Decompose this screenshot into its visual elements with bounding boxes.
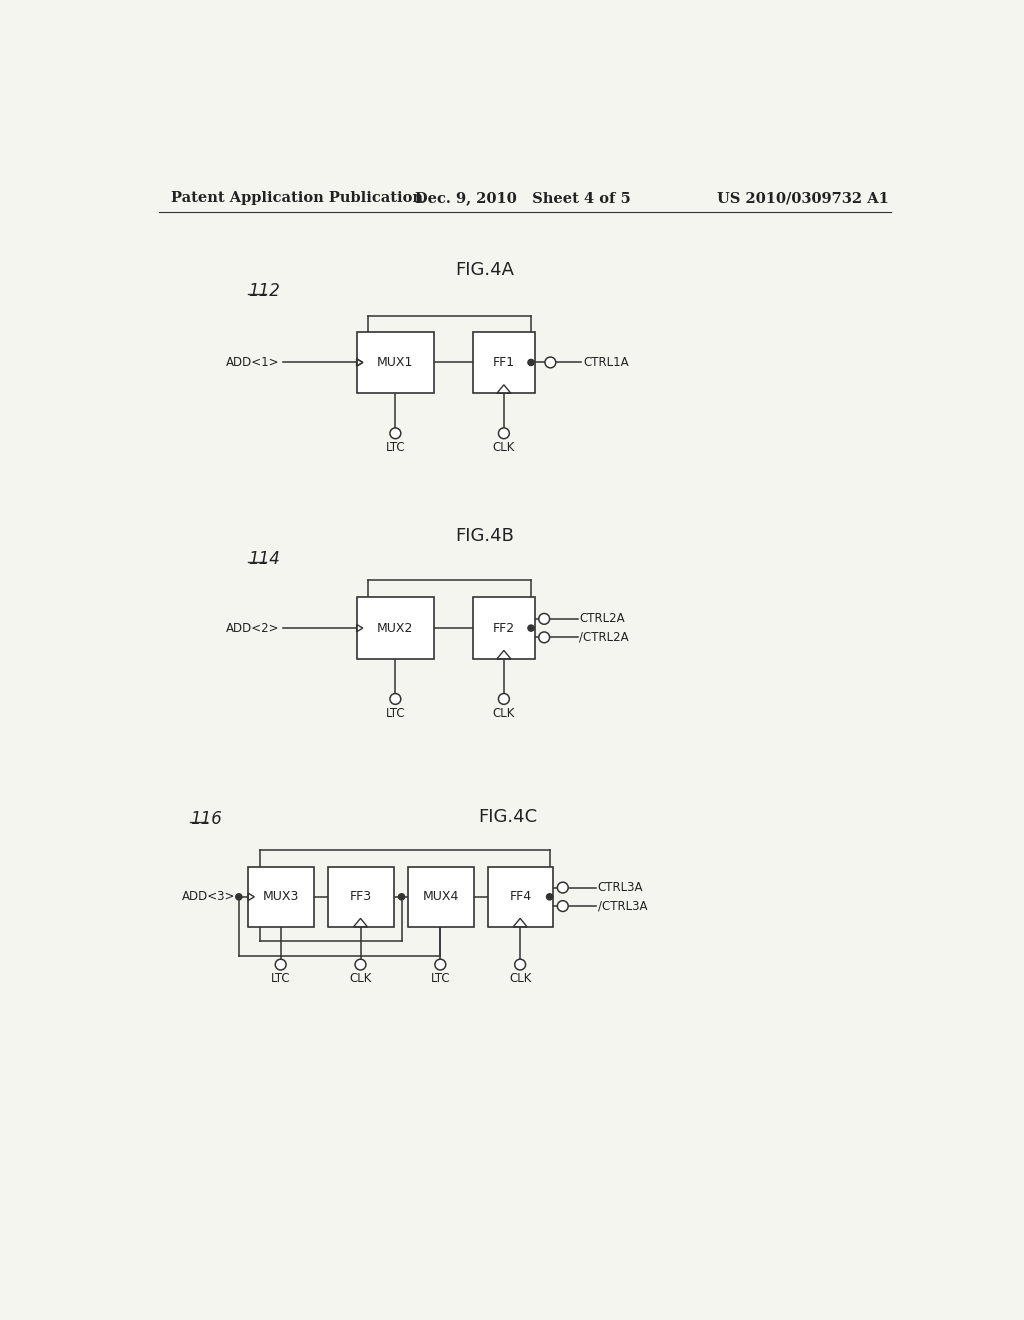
Text: FIG.4C: FIG.4C xyxy=(478,808,538,826)
Circle shape xyxy=(499,693,509,705)
Text: CLK: CLK xyxy=(493,706,515,719)
Text: CTRL3A: CTRL3A xyxy=(598,880,643,894)
Text: CLK: CLK xyxy=(493,441,515,454)
Text: CTRL1A: CTRL1A xyxy=(583,356,629,370)
Bar xyxy=(248,867,314,927)
Text: 116: 116 xyxy=(190,810,222,828)
Text: ADD<3>: ADD<3> xyxy=(181,890,234,903)
Circle shape xyxy=(539,632,550,643)
Text: ADD<1>: ADD<1> xyxy=(225,356,280,370)
Text: 112: 112 xyxy=(248,281,280,300)
Bar xyxy=(487,867,554,927)
Circle shape xyxy=(236,894,242,900)
Circle shape xyxy=(545,358,556,368)
Circle shape xyxy=(275,960,286,970)
Text: CLK: CLK xyxy=(509,973,531,985)
Text: LTC: LTC xyxy=(430,973,451,985)
Text: 114: 114 xyxy=(248,549,280,568)
Text: CTRL2A: CTRL2A xyxy=(579,612,625,626)
Text: CLK: CLK xyxy=(349,973,372,985)
Circle shape xyxy=(539,614,550,624)
Text: US 2010/0309732 A1: US 2010/0309732 A1 xyxy=(717,191,889,206)
Text: FF3: FF3 xyxy=(350,890,372,903)
Bar xyxy=(356,597,434,659)
Text: MUX2: MUX2 xyxy=(377,622,414,635)
Text: FIG.4B: FIG.4B xyxy=(455,527,514,545)
Circle shape xyxy=(390,428,400,438)
Text: LTC: LTC xyxy=(386,441,406,454)
Circle shape xyxy=(557,882,568,892)
Circle shape xyxy=(528,626,535,631)
Text: MUX1: MUX1 xyxy=(377,356,414,370)
Circle shape xyxy=(398,894,404,900)
Text: FF4: FF4 xyxy=(510,890,531,903)
Circle shape xyxy=(390,693,400,705)
Text: /CTRL3A: /CTRL3A xyxy=(598,899,647,912)
Circle shape xyxy=(557,900,568,911)
Circle shape xyxy=(435,960,445,970)
Text: /CTRL2A: /CTRL2A xyxy=(579,631,629,644)
Text: FIG.4A: FIG.4A xyxy=(455,261,514,279)
Circle shape xyxy=(515,960,525,970)
Text: MUX3: MUX3 xyxy=(263,890,299,903)
Circle shape xyxy=(499,428,509,438)
Text: Dec. 9, 2010   Sheet 4 of 5: Dec. 9, 2010 Sheet 4 of 5 xyxy=(415,191,631,206)
Bar xyxy=(473,597,535,659)
Bar xyxy=(408,867,474,927)
Text: LTC: LTC xyxy=(271,973,291,985)
Circle shape xyxy=(547,894,553,900)
Bar xyxy=(356,331,434,393)
Text: FF2: FF2 xyxy=(493,622,515,635)
Text: Patent Application Publication: Patent Application Publication xyxy=(171,191,423,206)
Text: LTC: LTC xyxy=(386,706,406,719)
Text: ADD<2>: ADD<2> xyxy=(225,622,280,635)
Circle shape xyxy=(355,960,366,970)
Circle shape xyxy=(528,359,535,366)
Bar xyxy=(473,331,535,393)
Text: MUX4: MUX4 xyxy=(423,890,459,903)
Bar xyxy=(328,867,394,927)
Text: FF1: FF1 xyxy=(493,356,515,370)
